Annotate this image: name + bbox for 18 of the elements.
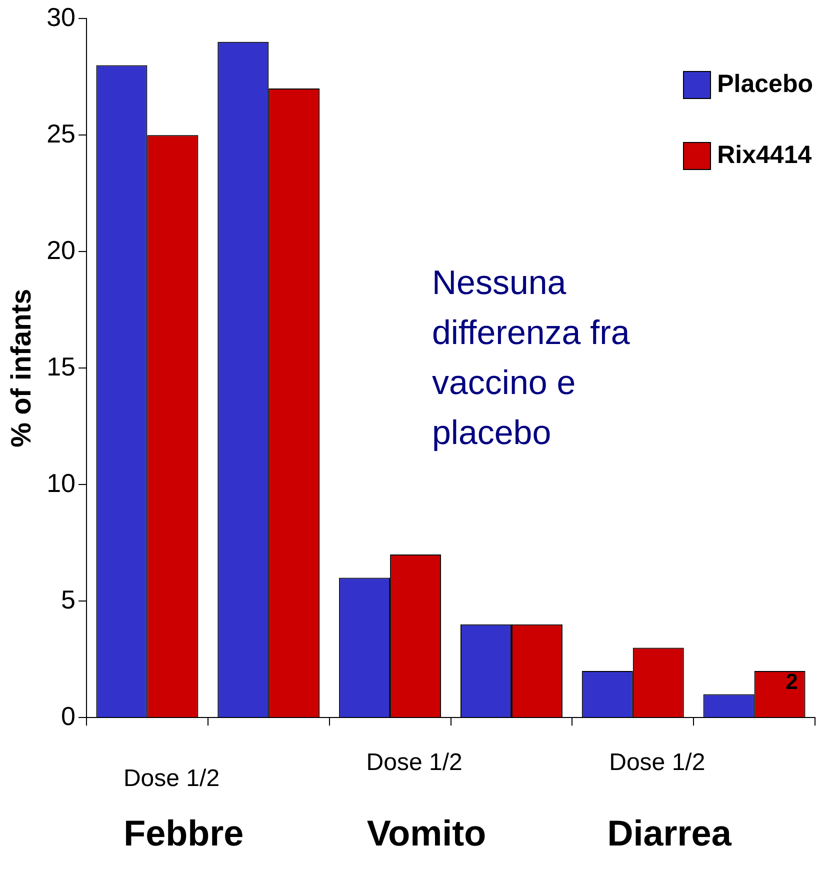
y-tick-label: 10 [46, 468, 76, 498]
y-tick-label: 30 [46, 2, 76, 32]
y-tick-label: 25 [46, 118, 76, 148]
y-tick-label: 20 [46, 234, 76, 265]
y-tick-label: 5 [61, 584, 76, 614]
text: Dose 1/2 [123, 765, 220, 792]
text: Febbre [124, 812, 244, 854]
legend-label: Rix4414 [717, 141, 812, 170]
annotation: Nessuna differenza fra vaccino e placebo [432, 263, 631, 454]
text: Vomito [366, 812, 486, 854]
y-tick-label: 15 [46, 351, 76, 382]
y-axis-title: % of infants [6, 288, 37, 448]
y-tick-label: 0 [61, 700, 76, 731]
legend-label: Placebo [717, 70, 813, 99]
annotation: 2 [786, 669, 798, 694]
text: Dose 1/2 [366, 749, 462, 776]
text: Diarrea [607, 812, 732, 854]
text: Dose 1/2 [609, 749, 706, 776]
